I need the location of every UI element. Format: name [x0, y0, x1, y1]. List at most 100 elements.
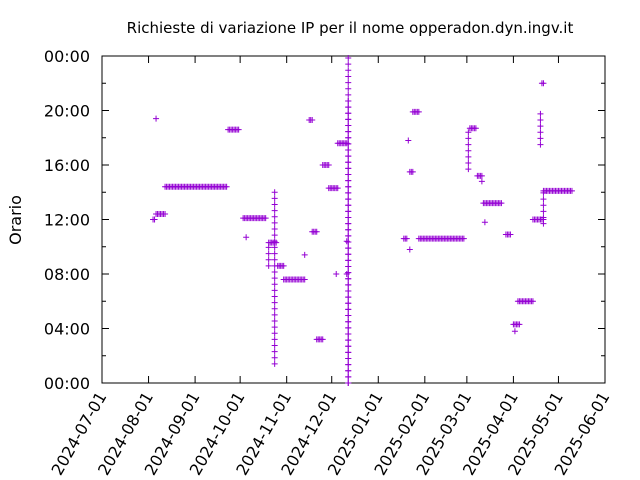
- data-point: [345, 79, 352, 86]
- y-tick-label: 08:00: [44, 265, 90, 284]
- data-point: [271, 324, 278, 331]
- data-point: [345, 349, 352, 356]
- data-point: [271, 213, 278, 220]
- data-point: [345, 294, 352, 301]
- data-point: [540, 214, 547, 221]
- y-tick-label: 04:00: [44, 320, 90, 339]
- data-point: [345, 208, 352, 215]
- data-point: [271, 201, 278, 208]
- data-point: [271, 256, 278, 263]
- data-point: [345, 140, 352, 147]
- data-point: [265, 256, 272, 263]
- data-point: [345, 263, 352, 270]
- data-point: [345, 324, 352, 331]
- data-point: [345, 171, 352, 178]
- data-point: [301, 276, 308, 283]
- data-point: [343, 271, 350, 277]
- data-point: [405, 137, 412, 144]
- data-point: [345, 245, 352, 252]
- data-point: [345, 202, 352, 209]
- data-point: [345, 128, 352, 135]
- data-point: [406, 246, 413, 253]
- data-point: [345, 97, 352, 104]
- axes: [101, 55, 606, 384]
- data-point: [325, 162, 332, 168]
- data-point: [262, 215, 269, 222]
- data-point: [345, 85, 352, 92]
- data-point: [271, 219, 278, 226]
- data-point: [271, 305, 278, 312]
- data-point: [465, 129, 472, 136]
- data-point: [345, 367, 352, 374]
- data-point: [153, 115, 160, 122]
- data-point: [507, 231, 514, 238]
- data-point: [333, 271, 340, 277]
- data-point: [345, 330, 352, 337]
- data-point: [271, 207, 278, 214]
- data-point: [415, 108, 422, 115]
- data-point: [345, 61, 352, 68]
- data-point: [271, 268, 278, 275]
- data-point: [273, 239, 280, 246]
- data-point: [345, 110, 352, 117]
- data-point: [345, 91, 352, 98]
- data-point: [319, 336, 326, 343]
- data-point: [271, 232, 278, 239]
- data-point: [460, 235, 467, 242]
- data-point: [540, 196, 547, 203]
- data-point: [345, 380, 352, 386]
- data-point: [465, 153, 472, 160]
- data-point: [243, 234, 250, 241]
- data-point: [540, 189, 547, 196]
- data-points: [150, 55, 575, 386]
- data-point: [409, 168, 416, 175]
- data-point: [472, 125, 479, 132]
- data-point: [271, 299, 278, 306]
- data-point: [511, 328, 518, 335]
- data-point: [345, 196, 352, 203]
- ticks: 00:0004:0008:0012:0016:0020:0000:002024-…: [44, 47, 614, 479]
- data-point: [271, 311, 278, 318]
- data-point: [481, 219, 488, 226]
- data-point: [345, 165, 352, 172]
- data-point: [537, 117, 544, 124]
- data-point: [345, 220, 352, 227]
- data-point: [271, 195, 278, 202]
- data-point: [271, 354, 278, 361]
- data-point: [345, 226, 352, 233]
- data-point: [345, 257, 352, 264]
- y-tick-label: 00:00: [44, 47, 90, 66]
- data-point: [345, 343, 352, 350]
- data-point: [271, 281, 278, 288]
- data-point: [345, 318, 352, 325]
- data-point: [537, 129, 544, 136]
- data-point: [345, 55, 352, 62]
- data-point: [345, 153, 352, 160]
- data-point: [265, 262, 272, 269]
- data-point: [271, 318, 278, 325]
- data-point: [345, 116, 352, 123]
- data-point: [271, 287, 278, 294]
- data-point: [313, 228, 320, 235]
- y-tick-label: 00:00: [44, 374, 90, 393]
- data-point: [345, 214, 352, 221]
- data-point: [465, 135, 472, 142]
- data-point: [345, 355, 352, 362]
- data-point: [345, 177, 352, 184]
- data-point: [280, 262, 287, 269]
- data-point: [162, 211, 169, 218]
- data-point: [345, 189, 352, 196]
- data-point: [343, 140, 350, 147]
- data-point: [345, 300, 352, 307]
- data-point: [271, 330, 278, 337]
- data-point: [301, 251, 308, 258]
- data-point: [265, 250, 272, 257]
- plot-frame: [101, 55, 606, 384]
- data-point: [345, 238, 352, 245]
- data-point: [345, 232, 352, 239]
- data-point: [345, 281, 352, 288]
- data-point: [465, 147, 472, 154]
- data-point: [235, 126, 242, 133]
- data-point: [271, 189, 278, 196]
